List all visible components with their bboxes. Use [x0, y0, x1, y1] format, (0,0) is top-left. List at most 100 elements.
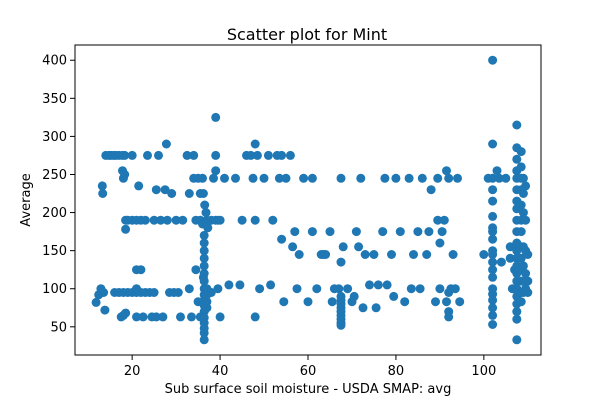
data-point — [505, 253, 515, 263]
data-point — [488, 211, 498, 221]
y-tick-label: 250 — [42, 168, 67, 183]
data-point — [162, 215, 172, 225]
data-point — [400, 297, 410, 307]
data-point — [404, 173, 414, 183]
data-point — [413, 227, 423, 237]
data-point — [369, 250, 379, 259]
data-point — [235, 280, 245, 290]
data-point — [488, 320, 498, 329]
data-point — [118, 173, 128, 183]
data-point — [97, 181, 107, 191]
data-point — [380, 173, 390, 183]
data-point — [198, 173, 207, 183]
data-point — [336, 173, 346, 183]
data-point — [518, 189, 528, 198]
data-point — [263, 150, 273, 160]
data-point — [358, 303, 368, 313]
data-point — [173, 288, 183, 297]
x-axis-label: Sub surface soil moisture - USDA SMAP: a… — [165, 382, 452, 397]
data-point — [448, 250, 458, 259]
data-point — [136, 265, 146, 275]
data-point — [406, 284, 416, 294]
data-point — [213, 284, 223, 294]
y-tick-label: 350 — [42, 92, 67, 107]
data-point — [360, 250, 370, 259]
data-point — [199, 246, 209, 256]
data-point — [365, 280, 374, 290]
data-point — [158, 312, 168, 322]
y-tick-label: 300 — [42, 130, 67, 145]
data-point — [444, 312, 454, 322]
data-point — [178, 215, 188, 225]
data-point — [151, 185, 161, 195]
data-point — [209, 173, 218, 183]
data-point — [518, 208, 528, 218]
data-point — [201, 208, 211, 218]
data-point — [356, 173, 366, 183]
data-point — [279, 297, 289, 307]
data-point — [199, 335, 209, 345]
data-point — [512, 120, 522, 130]
data-point — [187, 312, 196, 322]
data-point — [389, 291, 399, 301]
data-point — [161, 139, 171, 149]
y-tick-label: 150 — [42, 244, 67, 259]
data-point — [199, 253, 209, 263]
data-point — [156, 215, 166, 225]
data-point — [206, 288, 216, 297]
data-point — [349, 291, 359, 301]
y-tick-label: 50 — [50, 320, 67, 335]
data-point — [496, 257, 506, 267]
data-point — [321, 250, 331, 259]
data-point — [237, 215, 247, 225]
data-point — [518, 173, 528, 183]
data-point — [288, 242, 298, 252]
data-point — [442, 166, 451, 176]
data-point — [277, 234, 287, 244]
data-point — [285, 150, 295, 160]
data-point — [199, 230, 209, 240]
data-point — [382, 280, 392, 290]
data-point — [121, 308, 131, 318]
data-point — [211, 112, 221, 122]
data-point — [351, 227, 361, 237]
data-point — [224, 280, 234, 290]
data-point — [176, 312, 185, 322]
data-point — [431, 297, 440, 307]
data-point — [488, 265, 498, 275]
data-point — [91, 297, 101, 307]
data-point — [199, 238, 209, 248]
data-point — [184, 189, 194, 198]
chart-title: Scatter plot for Mint — [227, 25, 387, 44]
data-point — [149, 288, 159, 297]
data-point — [281, 173, 291, 183]
data-point — [444, 173, 454, 183]
data-point — [121, 224, 131, 234]
data-point — [422, 250, 432, 259]
data-point — [417, 173, 427, 183]
data-point — [132, 312, 141, 322]
data-point — [250, 215, 260, 225]
data-point — [199, 328, 209, 338]
data-point — [435, 284, 445, 294]
data-point — [338, 242, 348, 252]
data-point — [433, 173, 443, 183]
data-point — [488, 272, 498, 282]
data-point — [290, 227, 300, 237]
data-point — [211, 150, 221, 160]
data-point — [354, 242, 364, 252]
data-point — [512, 314, 522, 324]
data-point — [395, 227, 405, 237]
data-point — [292, 284, 302, 294]
x-tick-label: 40 — [212, 364, 229, 379]
data-point — [442, 297, 451, 307]
data-point — [523, 288, 533, 297]
data-point — [488, 139, 498, 149]
data-point — [154, 150, 163, 160]
data-point — [494, 173, 504, 183]
data-point — [435, 238, 445, 248]
data-point — [512, 335, 522, 345]
data-point — [371, 303, 381, 313]
data-point — [294, 250, 304, 259]
